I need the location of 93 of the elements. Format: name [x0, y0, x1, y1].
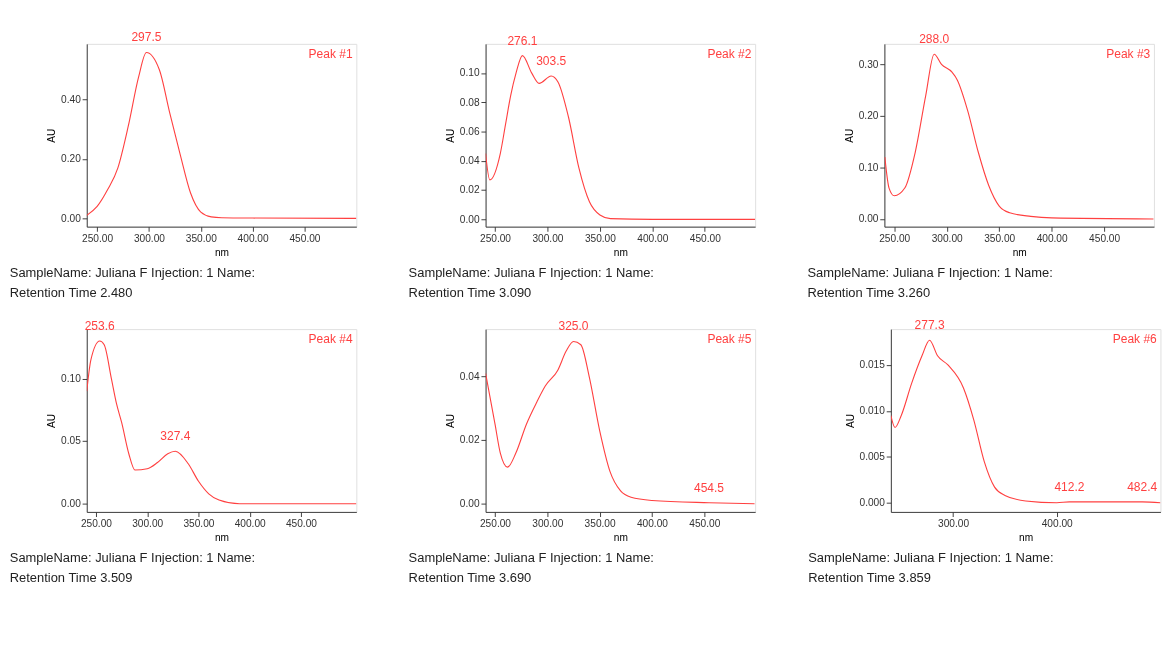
- text: Retention Time 2.480: [9, 284, 133, 300]
- x-tick-label: 450.00: [285, 518, 318, 530]
- y-tick-label: 0.06: [459, 125, 480, 137]
- annotation: 412.2: [1054, 479, 1085, 494]
- annotation: Peak #3: [1106, 46, 1151, 61]
- y-axis-title: AU: [844, 413, 856, 429]
- y-tick-label: 0.005: [859, 451, 886, 463]
- x-tick-label: 400.00: [237, 232, 269, 244]
- x-tick-label: 450.00: [1089, 232, 1121, 244]
- y-tick-label: 0.04: [459, 155, 480, 167]
- line-series: [485, 341, 756, 505]
- y-tick-label: 0.10: [61, 372, 82, 384]
- text: SampleName: Juliana F Injection: 1 Name:: [408, 264, 654, 280]
- y-tick-label: 0.00: [459, 497, 480, 509]
- x-tick-label: 250.00: [879, 232, 911, 244]
- y-tick-label: 0.015: [859, 359, 886, 371]
- annotation: 276.1: [507, 33, 538, 48]
- annotation: 297.5: [131, 30, 162, 45]
- x-tick-label: 300.00: [938, 518, 970, 530]
- y-tick-label: 0.00: [61, 498, 82, 510]
- annotation: Peak #4: [308, 332, 353, 346]
- y-tick-label: 0.02: [459, 434, 480, 446]
- x-tick-label: 400.00: [636, 518, 669, 530]
- annotation: 454.5: [694, 480, 725, 495]
- x-tick-label: 450.00: [689, 232, 722, 244]
- x-tick-label: 400.00: [1036, 232, 1069, 244]
- x-tick-label: 300.00: [931, 232, 964, 244]
- x-tick-label: 400.00: [1041, 518, 1074, 530]
- annotation: Peak #6: [1112, 332, 1158, 346]
- y-tick-label: 0.00: [61, 212, 82, 224]
- y-tick-label: 0.02: [459, 184, 480, 196]
- annotation: Peak #2: [707, 46, 752, 61]
- annotation: 288.0: [919, 32, 950, 47]
- y-tick-label: 0.30: [858, 58, 879, 70]
- x-tick-label: 300.00: [532, 518, 564, 530]
- y-tick-label: 0.00: [459, 213, 480, 225]
- x-tick-label: 300.00: [532, 232, 564, 244]
- x-tick-label: 400.00: [234, 518, 267, 530]
- x-tick-label: 350.00: [584, 232, 617, 244]
- x-axis-title: nm: [613, 532, 628, 544]
- annotation: 253.6: [84, 318, 116, 333]
- y-axis-title: AU: [46, 413, 58, 429]
- text: SampleName: Juliana F Injection: 1 Name:: [9, 264, 256, 280]
- y-axis-title: AU: [445, 413, 457, 429]
- x-tick-label: 250.00: [80, 518, 113, 530]
- x-tick-label: 450.00: [689, 518, 721, 530]
- annotation: 277.3: [914, 318, 945, 333]
- y-tick-label: 0.10: [858, 161, 879, 173]
- x-tick-label: 250.00: [82, 232, 114, 244]
- text: Retention Time 3.859: [808, 570, 931, 586]
- text: SampleName: Juliana F Injection: 1 Name:: [808, 549, 1054, 565]
- x-axis-title: nm: [214, 532, 230, 544]
- y-tick-label: 0.00: [858, 213, 879, 225]
- x-tick-label: 300.00: [132, 518, 164, 530]
- text: Retention Time 3.090: [408, 284, 532, 300]
- line-series: [86, 51, 357, 219]
- y-tick-label: 0.05: [61, 435, 82, 447]
- annotation: 303.5: [536, 53, 567, 68]
- text: SampleName: Juliana F Injection: 1 Name:: [408, 549, 654, 565]
- y-tick-label: 0.40: [61, 93, 82, 105]
- annotation: Peak #5: [707, 332, 752, 346]
- x-axis-title: nm: [613, 246, 628, 258]
- y-tick-label: 0.04: [459, 370, 480, 382]
- text: Retention Time 3.690: [408, 570, 532, 586]
- annotation: 482.4: [1127, 479, 1158, 494]
- annotation: Peak #1: [308, 46, 353, 61]
- x-tick-label: 250.00: [479, 232, 512, 244]
- y-tick-label: 0.000: [859, 497, 886, 508]
- x-tick-label: 450.00: [289, 232, 321, 244]
- x-tick-label: 350.00: [584, 518, 616, 530]
- text: SampleName: Juliana F Injection: 1 Name:: [807, 264, 1053, 280]
- x-tick-label: 350.00: [185, 232, 218, 244]
- annotation: 325.0: [558, 319, 589, 334]
- y-axis-title: AU: [445, 128, 457, 143]
- x-axis-title: nm: [1012, 246, 1027, 258]
- text: Retention Time 3.509: [9, 570, 133, 586]
- y-axis-title: AU: [46, 128, 58, 143]
- y-axis-title: AU: [844, 128, 856, 143]
- text: Retention Time 3.260: [807, 284, 931, 300]
- annotation: 327.4: [160, 429, 191, 444]
- text: SampleName: Juliana F Injection: 1 Name:: [9, 549, 256, 565]
- x-tick-label: 350.00: [984, 232, 1016, 244]
- x-tick-label: 400.00: [637, 232, 669, 244]
- x-tick-label: 250.00: [479, 518, 512, 530]
- y-tick-label: 0.20: [858, 110, 879, 122]
- y-tick-label: 0.10: [459, 67, 480, 79]
- x-axis-title: nm: [214, 246, 230, 258]
- x-axis-title: nm: [1019, 532, 1034, 544]
- x-tick-label: 350.00: [183, 518, 215, 530]
- y-tick-label: 0.08: [459, 96, 480, 108]
- y-tick-label: 0.010: [859, 405, 886, 417]
- y-tick-label: 0.20: [61, 153, 82, 165]
- x-tick-label: 300.00: [133, 232, 166, 244]
